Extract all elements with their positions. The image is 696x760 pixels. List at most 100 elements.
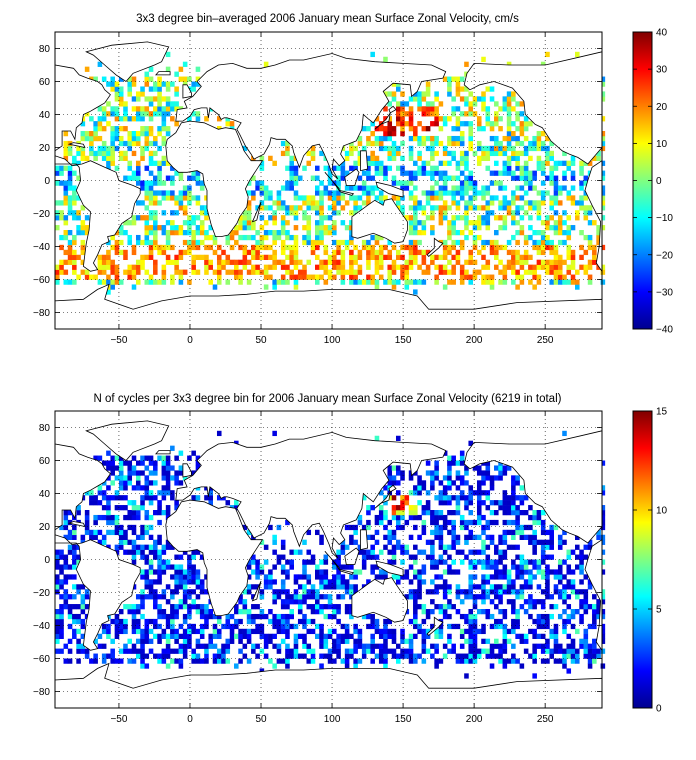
data-cell: [485, 185, 491, 191]
data-cell: [67, 279, 73, 285]
data-cell: [425, 589, 431, 595]
data-cell: [557, 185, 563, 191]
data-cell: [106, 460, 111, 466]
data-cell: [404, 259, 410, 265]
data-cell: [489, 274, 495, 280]
data-cell: [464, 259, 469, 265]
data-cell: [182, 628, 188, 635]
data-cell: [583, 160, 589, 166]
data-cell: [425, 101, 431, 107]
data-cell: [523, 510, 529, 516]
data-cell: [468, 559, 474, 565]
data-cell: [263, 574, 269, 580]
data-cell: [127, 470, 133, 476]
data-cell: [263, 633, 269, 639]
data-cell: [251, 244, 256, 251]
cycles-map-plot: −50 0 50 100 150 200 250806040200−20−40−60−801…: [33, 407, 668, 726]
data-cell: [391, 559, 397, 565]
data-cell: [413, 249, 418, 256]
data-cell: [76, 225, 81, 231]
data-cell: [366, 534, 371, 540]
data-cell: [225, 259, 231, 265]
data-cell: [357, 519, 363, 526]
data-cell: [540, 264, 546, 270]
data-cell: [528, 599, 533, 605]
data-cell: [293, 623, 299, 630]
data-cell: [498, 225, 503, 231]
data-cell: [549, 155, 554, 161]
data-cell: [498, 244, 503, 251]
colorbar-tick-label: 5: [656, 605, 662, 616]
data-cell: [468, 609, 474, 615]
x-tick-label: 200: [466, 335, 483, 346]
data-cell: [195, 604, 201, 610]
data-cell: [485, 653, 491, 659]
data-cell: [187, 604, 192, 610]
data-cell: [485, 121, 491, 127]
data-cell: [528, 524, 533, 531]
data-cell: [187, 249, 192, 256]
data-cell: [336, 269, 341, 275]
data-cell: [472, 101, 478, 107]
data-cell: [494, 195, 499, 201]
data-cell: [447, 279, 452, 285]
data-cell: [76, 215, 81, 221]
data-cell: [532, 534, 537, 540]
data-cell: [182, 76, 188, 82]
data-cell: [489, 170, 495, 176]
data-cell: [506, 126, 512, 132]
data-cell: [323, 249, 329, 256]
data-cell: [575, 544, 580, 550]
data-cell: [438, 269, 444, 275]
data-cell: [144, 269, 150, 275]
data-cell: [592, 618, 597, 625]
data-cell: [421, 648, 427, 654]
data-cell: [110, 465, 115, 471]
data-cell: [63, 594, 69, 600]
data-cell: [421, 135, 427, 142]
data-cell: [545, 150, 550, 157]
data-cell: [536, 230, 542, 236]
data-cell: [592, 643, 597, 649]
data-cell: [540, 544, 546, 550]
data-cell: [340, 633, 346, 639]
data-cell: [195, 460, 201, 466]
data-cell: [272, 160, 277, 166]
data-cell: [498, 500, 503, 506]
data-cell: [161, 475, 167, 481]
data-cell: [110, 460, 115, 466]
data-cell: [101, 514, 107, 521]
data-cell: [515, 111, 520, 117]
data-cell: [114, 230, 120, 236]
data-cell: [63, 140, 69, 147]
data-cell: [425, 170, 431, 176]
data-cell: [123, 116, 128, 122]
data-cell: [93, 495, 98, 501]
data-cell: [135, 215, 141, 221]
data-cell: [97, 529, 103, 536]
data-cell: [391, 633, 397, 639]
data-cell: [570, 589, 576, 595]
data-cell: [549, 653, 554, 659]
data-cell: [451, 239, 456, 246]
data-cell: [592, 623, 597, 630]
data-cell: [498, 145, 503, 152]
data-cell: [481, 574, 486, 580]
data-cell: [357, 633, 363, 639]
data-cell: [536, 145, 542, 152]
data-cell: [293, 165, 299, 171]
data-cell: [255, 249, 260, 256]
data-cell: [170, 259, 175, 265]
data-cell: [498, 140, 503, 147]
data-cell: [297, 618, 303, 625]
data-cell: [532, 673, 537, 679]
data-cell: [519, 559, 525, 565]
data-cell: [293, 195, 299, 201]
data-cell: [455, 510, 461, 516]
data-cell: [182, 549, 188, 555]
data-cell: [536, 215, 542, 221]
data-cell: [327, 230, 333, 236]
data-cell: [144, 544, 150, 550]
data-cell: [502, 269, 508, 275]
data-cell: [280, 200, 286, 206]
